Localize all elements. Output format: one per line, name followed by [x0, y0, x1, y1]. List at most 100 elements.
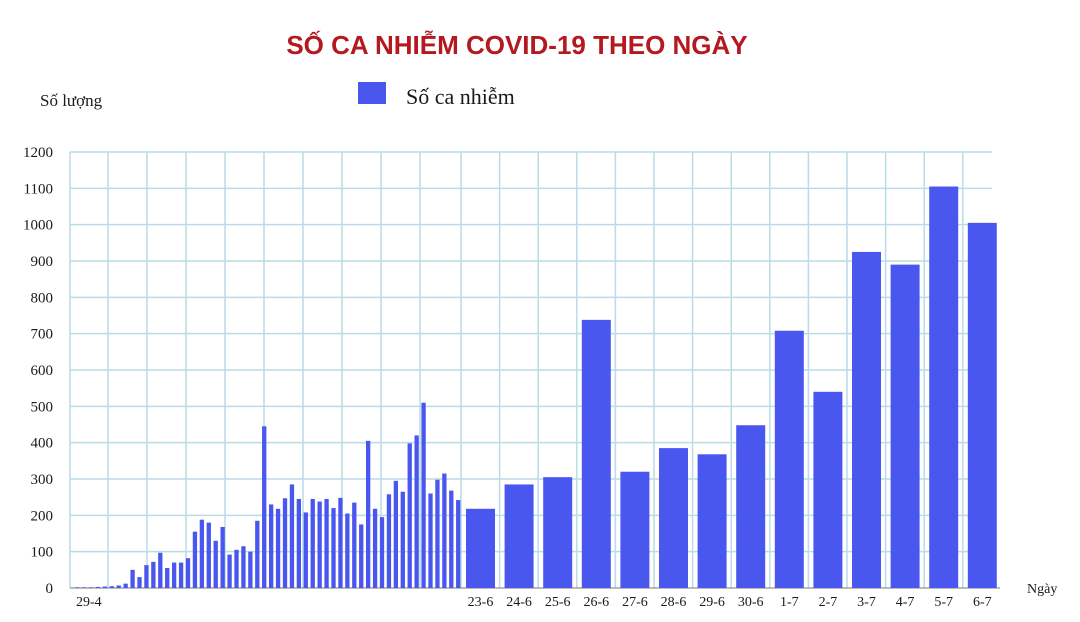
bar-early: [248, 551, 253, 588]
x-tick-label: 2-7: [819, 595, 838, 610]
bar-early: [435, 479, 440, 588]
bar-recent: [736, 425, 766, 588]
bar-early: [137, 577, 142, 588]
bar-early: [130, 569, 135, 588]
bar-early: [345, 513, 350, 588]
bar-recent: [813, 391, 843, 588]
bar-recent: [543, 477, 573, 588]
chart-title: SỐ CA NHIỄM COVID-19 THEO NGÀY: [286, 30, 747, 60]
bar-early: [317, 501, 322, 588]
bar-early: [442, 473, 447, 588]
bar-early: [289, 484, 295, 588]
x-tick-label: 4-7: [896, 595, 915, 610]
bar-early: [241, 546, 246, 588]
bar-early: [172, 562, 177, 588]
x-tick-label: 29-6: [699, 595, 725, 610]
bar-early: [234, 549, 239, 588]
bars: [75, 186, 997, 589]
bar-early: [116, 585, 121, 588]
x-tick-label: 26-6: [583, 595, 609, 610]
bar-recent: [659, 448, 688, 588]
x-tick-label: 25-6: [545, 595, 571, 610]
bar-early: [88, 587, 94, 588]
y-tick-label: 600: [31, 363, 54, 379]
y-tick-label: 800: [31, 290, 54, 306]
y-tick-label: 400: [31, 436, 54, 452]
x-axis-ticks: 29-4 23-6 24-6 25-6 26-6 27-6 28-6 29-6 30-6 1-7 2…: [76, 595, 992, 610]
bar-recent: [852, 251, 881, 589]
bar-early: [282, 498, 288, 588]
bar-early: [449, 490, 454, 588]
bar-early: [75, 587, 80, 588]
bar-early: [109, 586, 114, 588]
bar-recent: [466, 508, 495, 588]
bar-early: [81, 587, 87, 588]
bar-early: [199, 519, 205, 588]
bar-early: [158, 552, 163, 588]
bar-recent: [967, 222, 997, 588]
bar-early: [393, 480, 399, 588]
y-axis-label: Số lượng: [40, 91, 103, 110]
x-tick-label: 1-7: [780, 595, 799, 610]
bar-early: [331, 508, 336, 588]
legend-label: Số ca nhiễm: [406, 84, 515, 109]
x-tick-label: 24-6: [506, 595, 532, 610]
grid: [69, 151, 1000, 589]
bar-early: [379, 517, 385, 588]
bar-early: [165, 568, 170, 588]
bar-early: [275, 508, 281, 588]
y-tick-label: 300: [31, 472, 54, 488]
bar-early: [269, 504, 274, 588]
y-tick-label: 500: [31, 399, 54, 415]
bar-early: [192, 531, 198, 588]
bar-recent: [620, 471, 650, 588]
bar-early: [456, 500, 461, 588]
bar-early: [338, 497, 343, 588]
x-tick-label: 29-4: [76, 595, 102, 610]
bar-early: [255, 520, 260, 588]
bar-early: [414, 435, 419, 588]
bar-early: [102, 586, 108, 588]
bar-early: [407, 443, 412, 588]
bar-early: [310, 498, 315, 588]
bar-recent: [504, 484, 534, 588]
x-tick-label: 27-6: [622, 595, 648, 610]
legend-swatch: [358, 82, 386, 104]
bar-early: [220, 526, 225, 588]
bar-early: [185, 558, 191, 588]
x-axis-label: Ngày: [1027, 582, 1057, 597]
bar-early: [206, 522, 211, 588]
x-tick-label: 3-7: [857, 595, 876, 610]
y-tick-label: 700: [31, 327, 54, 343]
y-tick-label: 1000: [23, 218, 53, 234]
bar-early: [178, 562, 184, 588]
y-tick-label: 900: [31, 254, 54, 270]
bar-early: [227, 554, 232, 588]
bar-early: [123, 583, 128, 588]
bar-early: [296, 498, 302, 588]
x-tick-label: 23-6: [468, 595, 494, 610]
bar-early: [359, 524, 364, 588]
bar-recent: [581, 319, 611, 588]
bar-recent: [697, 454, 727, 588]
bar-early: [386, 494, 392, 588]
bar-early: [95, 586, 101, 588]
x-tick-label: 28-6: [661, 595, 687, 610]
bar-early: [213, 540, 218, 588]
y-tick-label: 200: [31, 508, 54, 524]
x-tick-label: 6-7: [973, 595, 992, 610]
bar-recent: [774, 330, 804, 588]
bar-early: [303, 512, 308, 588]
y-tick-label: 0: [46, 581, 54, 597]
bar-early: [372, 508, 378, 588]
y-tick-label: 1200: [23, 145, 53, 161]
bar-early: [324, 498, 329, 588]
bar-early: [151, 561, 156, 588]
y-tick-label: 1100: [24, 181, 53, 197]
y-axis-ticks: 0 100 200 300 400 500 600 700 800 900 1000 1100 1200: [23, 145, 53, 597]
x-tick-label: 30-6: [738, 595, 764, 610]
y-tick-label: 100: [31, 545, 54, 561]
bar-recent: [890, 264, 920, 588]
bar-early: [352, 502, 357, 588]
